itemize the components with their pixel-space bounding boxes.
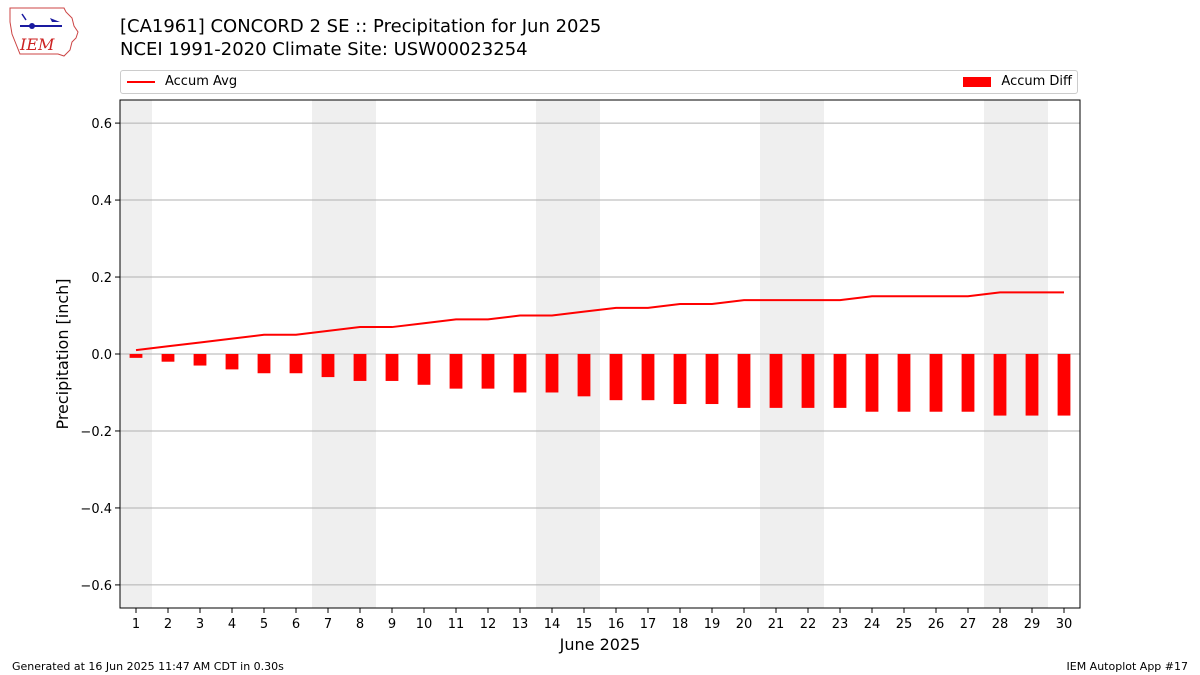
- bar-accum-diff-day-6: [289, 354, 303, 374]
- bar-accum-diff-day-5: [257, 354, 271, 374]
- x-tick-label: 26: [928, 617, 945, 632]
- footer-generated-text: Generated at 16 Jun 2025 11:47 AM CDT in…: [12, 660, 284, 673]
- x-tick-label: 25: [896, 617, 913, 632]
- bar-accum-diff-day-19: [705, 354, 719, 405]
- y-axis-label: Precipitation [inch]: [53, 278, 72, 429]
- y-tick-label: 0.6: [91, 117, 112, 132]
- legend-line-swatch: [127, 80, 155, 83]
- x-tick-label: 9: [388, 617, 396, 632]
- line-accum-avg: [135, 291, 1064, 352]
- bar-accum-diff-day-27: [961, 354, 975, 412]
- bar-accum-diff-day-2: [161, 354, 175, 362]
- bar-accum-diff-day-4: [225, 354, 239, 370]
- x-tick-label: 3: [196, 617, 204, 632]
- accum-avg-line-group: [135, 291, 1064, 352]
- x-tick-label: 1: [132, 617, 140, 632]
- bar-accum-diff-day-8: [353, 354, 367, 381]
- legend-label-accum-diff: Accum Diff: [1001, 74, 1072, 89]
- bar-accum-diff-day-23: [833, 354, 847, 408]
- bar-accum-diff-day-3: [193, 354, 207, 366]
- svg-text:IEM: IEM: [19, 35, 55, 54]
- bar-accum-diff-day-9: [385, 354, 399, 381]
- x-tick-label: 17: [640, 617, 657, 632]
- bar-accum-diff-day-10: [417, 354, 431, 385]
- bar-accum-diff-day-12: [481, 354, 495, 389]
- x-tick-label: 12: [480, 617, 497, 632]
- x-tick-label: 8: [356, 617, 364, 632]
- bar-accum-diff-day-1: [129, 354, 143, 358]
- x-tick-label: 14: [544, 617, 561, 632]
- x-tick-label: 7: [324, 617, 332, 632]
- x-tick-label: 27: [960, 617, 977, 632]
- legend-item-accum-avg: Accum Avg: [127, 74, 237, 89]
- bar-accum-diff-day-30: [1057, 354, 1071, 416]
- x-tick-label: 11: [448, 617, 465, 632]
- x-tick-label: 30: [1056, 617, 1073, 632]
- bar-accum-diff-day-20: [737, 354, 751, 408]
- x-tick-label: 21: [768, 617, 785, 632]
- y-tick-label: 0.4: [91, 194, 112, 209]
- bar-accum-diff-day-15: [577, 354, 591, 397]
- y-tick-label: −0.6: [80, 579, 112, 594]
- x-tick-label: 15: [576, 617, 593, 632]
- x-tick-label: 23: [832, 617, 849, 632]
- x-tick-label: 22: [800, 617, 817, 632]
- x-tick-label: 16: [608, 617, 625, 632]
- bar-accum-diff-day-18: [673, 354, 687, 405]
- x-tick-label: 2: [164, 617, 172, 632]
- x-tick-label: 19: [704, 617, 721, 632]
- x-axis-label: June 2025: [559, 635, 641, 654]
- x-tick-label: 13: [512, 617, 529, 632]
- x-tick-label: 4: [228, 617, 236, 632]
- legend: Accum Avg Accum Diff: [120, 70, 1078, 94]
- x-tick-label: 24: [864, 617, 881, 632]
- x-tick-label: 10: [416, 617, 433, 632]
- chart-title-line1: [CA1961] CONCORD 2 SE :: Precipitation f…: [120, 16, 602, 37]
- y-tick-label: −0.4: [80, 502, 112, 517]
- y-tick-label: 0.0: [91, 348, 112, 363]
- bar-accum-diff-day-26: [929, 354, 943, 412]
- legend-bar-swatch: [963, 76, 992, 87]
- bar-accum-diff-day-22: [801, 354, 815, 408]
- accum-diff-bars: [129, 354, 1071, 416]
- x-tick-label: 5: [260, 617, 268, 632]
- chart-title-line2: NCEI 1991-2020 Climate Site: USW00023254: [120, 39, 528, 60]
- bar-accum-diff-day-25: [897, 354, 911, 412]
- legend-label-accum-avg: Accum Avg: [165, 74, 238, 89]
- bar-accum-diff-day-11: [449, 354, 463, 389]
- y-axis-ticks: −0.6 −0.4 −0.2 0.0 0.2 0.4 0.6: [80, 117, 120, 594]
- bar-accum-diff-day-17: [641, 354, 655, 401]
- x-tick-label: 28: [992, 617, 1009, 632]
- bar-accum-diff-day-29: [1025, 354, 1039, 416]
- footer-app-text: IEM Autoplot App #17: [1066, 660, 1189, 673]
- bar-accum-diff-day-24: [865, 354, 879, 412]
- x-axis-ticks: 1 2 3 4 5 6 7 8 9 10 11 12 13 14 15 16 17 18 19 20 21 22 23 24 2…: [132, 608, 1072, 632]
- legend-item-accum-diff: Accum Diff: [963, 74, 1072, 89]
- iem-logo: IEM: [9, 7, 79, 57]
- y-tick-label: 0.2: [91, 271, 112, 286]
- y-tick-label: −0.2: [80, 425, 112, 440]
- x-tick-label: 18: [672, 617, 689, 632]
- x-tick-label: 29: [1024, 617, 1041, 632]
- grid-lines: [120, 122, 1080, 586]
- bar-accum-diff-day-13: [513, 354, 527, 393]
- x-tick-label: 20: [736, 617, 753, 632]
- bar-accum-diff-day-14: [545, 354, 559, 393]
- bar-accum-diff-day-16: [609, 354, 623, 401]
- bar-accum-diff-day-28: [993, 354, 1007, 416]
- bar-accum-diff-day-7: [321, 354, 335, 378]
- x-tick-label: 6: [292, 617, 300, 632]
- bar-accum-diff-day-21: [769, 354, 783, 408]
